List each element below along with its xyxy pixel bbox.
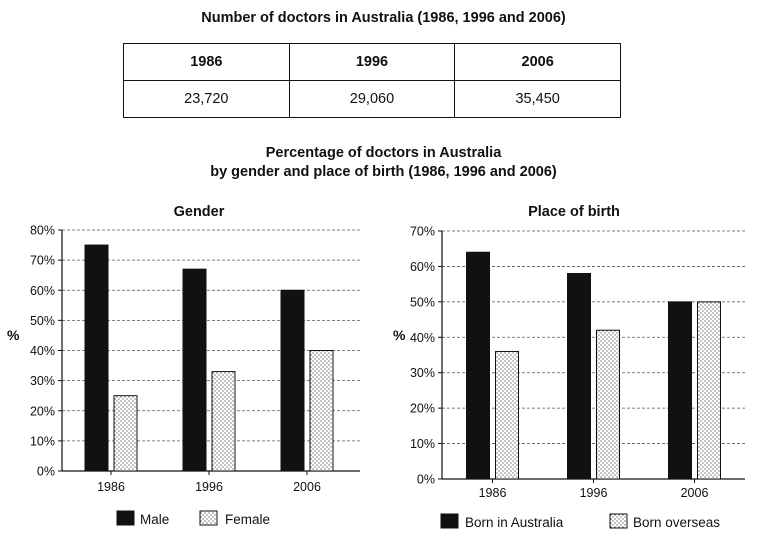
bar-female-2006 <box>309 350 334 472</box>
x-tick-label: 2006 <box>681 486 709 500</box>
table-header-row: 1986 1996 2006 <box>123 43 621 81</box>
bar-male-1996 <box>182 268 207 472</box>
y-tick-label: 70% <box>410 225 435 239</box>
chart-title: Place of birth <box>528 204 620 220</box>
bar-female-1996 <box>211 371 236 472</box>
legend-label: Female <box>225 512 270 527</box>
chart-title: Gender <box>174 204 225 220</box>
x-tick-label: 1996 <box>195 480 223 494</box>
table-header-cell: 2006 <box>454 43 621 81</box>
y-tick-label: 10% <box>410 437 435 451</box>
y-tick-label: 20% <box>30 404 55 418</box>
bar-male-2006 <box>280 289 305 472</box>
table-title: Number of doctors in Australia (1986, 19… <box>201 10 566 26</box>
y-tick-label: 40% <box>30 344 55 358</box>
place-of-birth-chart: Place of birth% 0% 10% 20% 30% 40% 50% 60% 70% 19… <box>393 204 745 530</box>
legend-swatch <box>440 513 459 529</box>
bar-female-1986 <box>113 395 138 472</box>
section-title-line1: Percentage of doctors in Australia <box>265 145 502 161</box>
x-tick-label: 1986 <box>97 480 125 494</box>
y-tick-label: 50% <box>410 295 435 309</box>
bar-born-in-australia-1986 <box>466 251 490 480</box>
legend-label: Born overseas <box>633 515 720 530</box>
legend-label: Born in Australia <box>465 515 564 530</box>
y-tick-label: 0% <box>37 465 55 479</box>
legend-swatch <box>199 510 218 526</box>
table-row: 23,720 29,060 35,450 <box>123 80 621 118</box>
table-cell: 29,060 <box>288 80 456 118</box>
y-axis-label: % <box>7 327 20 343</box>
gender-chart: Gender% 0% 10% 20% 30% 40% 50% 60% 70% 80% 1986 199… <box>7 204 360 527</box>
y-tick-label: 30% <box>30 374 55 388</box>
bar-born-overseas-1986 <box>495 350 519 480</box>
bar-born-overseas-2006 <box>697 301 721 480</box>
table-cell: 23,720 <box>123 80 290 118</box>
section-title: Percentage of doctors in Australia by ge… <box>0 144 767 182</box>
y-tick-label: 50% <box>30 314 55 328</box>
x-tick-label: 1986 <box>479 486 507 500</box>
section-title-line2: by gender and place of birth (1986, 1996… <box>210 164 557 180</box>
bar-born-in-australia-2006 <box>668 301 692 480</box>
bar-born-overseas-1996 <box>596 329 620 480</box>
y-tick-label: 60% <box>30 284 55 298</box>
bar-born-in-australia-1996 <box>567 273 591 480</box>
y-tick-label: 10% <box>30 434 55 448</box>
legend-label: Male <box>140 512 169 527</box>
y-tick-label: 60% <box>410 260 435 274</box>
table-cell: 35,450 <box>454 80 621 118</box>
y-axis-label: % <box>393 327 406 343</box>
bar-male-1986 <box>84 244 109 472</box>
doctors-table: 1986 1996 2006 23,720 29,060 35,450 <box>123 43 621 118</box>
table-header-cell: 1996 <box>288 43 456 81</box>
y-tick-label: 0% <box>417 473 435 487</box>
legend-swatch <box>116 510 135 526</box>
y-tick-label: 80% <box>30 224 55 238</box>
x-tick-label: 1996 <box>580 486 608 500</box>
y-tick-label: 40% <box>410 331 435 345</box>
table-header-cell: 1986 <box>123 43 290 81</box>
y-tick-label: 20% <box>410 402 435 416</box>
y-tick-label: 30% <box>410 366 435 380</box>
legend-swatch <box>609 513 628 529</box>
y-tick-label: 70% <box>30 254 55 268</box>
x-tick-label: 2006 <box>293 480 321 494</box>
